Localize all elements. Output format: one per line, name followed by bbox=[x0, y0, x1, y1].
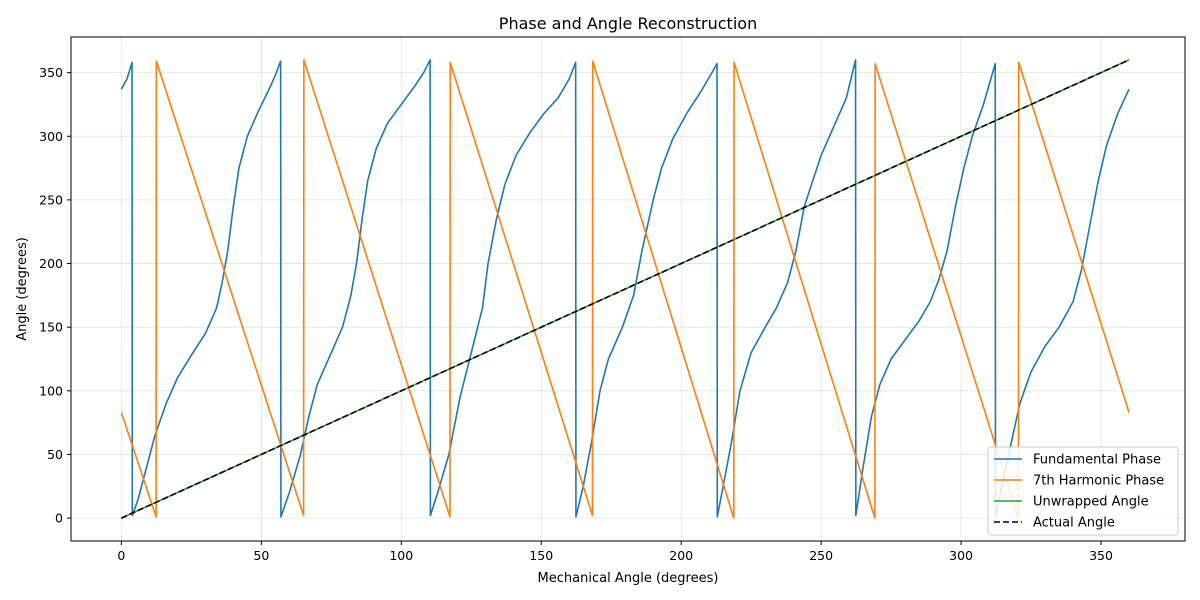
y-tick-label: 50 bbox=[47, 447, 63, 462]
series-line-actual-angle bbox=[121, 59, 1130, 519]
x-tick-label: 350 bbox=[1089, 548, 1113, 563]
y-tick-label: 350 bbox=[39, 65, 63, 80]
y-tick-label: 200 bbox=[39, 256, 63, 271]
x-axis-label: Mechanical Angle (degrees) bbox=[538, 571, 719, 586]
series-line-fundamental-phase bbox=[120, 59, 1130, 518]
legend-label: 7th Harmonic Phase bbox=[1033, 474, 1164, 489]
x-tick-label: 50 bbox=[253, 548, 269, 563]
x-tick-label: 300 bbox=[949, 548, 973, 563]
legend-label: Fundamental Phase bbox=[1033, 453, 1161, 468]
y-axis-label: Angle (degrees) bbox=[15, 237, 30, 341]
x-tick-label: 250 bbox=[809, 548, 833, 563]
plot-frame bbox=[70, 36, 1186, 542]
axis-ticks: 0 50 100 150 200 250 300 350 0 50 100 150 200 250 300 3… bbox=[39, 65, 1113, 563]
x-tick-label: 0 bbox=[117, 548, 125, 563]
chart-title: Phase and Angle Reconstruction bbox=[499, 14, 757, 33]
x-tick-label: 100 bbox=[389, 548, 413, 563]
y-tick-label: 300 bbox=[39, 129, 63, 144]
y-tick-label: 100 bbox=[39, 383, 63, 398]
legend: Fundamental Phase 7th Harmonic Phase Unwra… bbox=[987, 446, 1179, 536]
x-tick-label: 150 bbox=[529, 548, 553, 563]
y-tick-label: 250 bbox=[39, 192, 63, 207]
y-tick-label: 0 bbox=[55, 511, 63, 526]
series-line-7th-harmonic-phase bbox=[120, 59, 1130, 519]
legend-label: Actual Angle bbox=[1033, 516, 1115, 531]
legend-box bbox=[987, 446, 1179, 536]
y-tick-label: 150 bbox=[39, 320, 63, 335]
legend-label: Unwrapped Angle bbox=[1033, 495, 1149, 510]
x-tick-label: 200 bbox=[669, 548, 693, 563]
series-lines bbox=[120, 59, 1130, 519]
